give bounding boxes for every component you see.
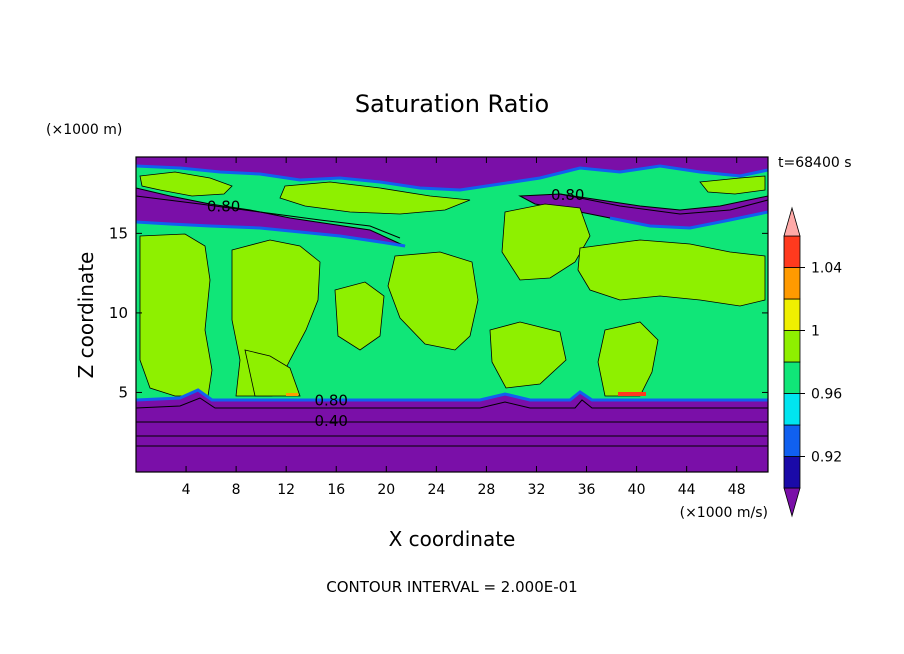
mid-moist-patch-7 bbox=[489, 321, 567, 389]
mid-moist-patch-9 bbox=[244, 349, 301, 397]
contour-label: 0.80 bbox=[315, 391, 348, 409]
x-tick-label: 12 bbox=[277, 482, 295, 498]
colorbar-label: 1 bbox=[811, 324, 820, 340]
supersat-spot-1 bbox=[286, 393, 298, 396]
plot-area: 0.80 0.40 0.80 0.80 bbox=[136, 157, 768, 472]
colorbar-bin bbox=[783, 330, 801, 363]
upper-moist-patch-1 bbox=[139, 171, 233, 197]
mid-moist-patch-8 bbox=[597, 321, 659, 397]
x-tick-label: 16 bbox=[327, 482, 345, 498]
lower-dry-edge bbox=[136, 388, 768, 402]
lower-dry-layer bbox=[136, 390, 768, 472]
colorbar-bin bbox=[783, 424, 801, 457]
x-unit-label: (×1000 m/s) bbox=[680, 505, 768, 521]
contour-label: 0.80 bbox=[207, 197, 240, 215]
top-dry-layer bbox=[136, 157, 768, 190]
dry-band-edge bbox=[136, 220, 406, 248]
colorbar-bin-over bbox=[783, 206, 801, 237]
colorbar-bin bbox=[783, 393, 801, 426]
contour-label: 0.40 bbox=[315, 412, 348, 430]
dry-band-right bbox=[518, 193, 768, 229]
upper-moist-patch-3 bbox=[699, 175, 766, 195]
colorbar-label: 0.92 bbox=[811, 450, 842, 466]
mid-moist-patch-4 bbox=[501, 203, 591, 281]
supersat-spot-2 bbox=[618, 392, 646, 396]
mid-moist-patch-5 bbox=[577, 239, 766, 307]
chart-title: Saturation Ratio bbox=[355, 90, 549, 118]
colorbar-bin bbox=[783, 361, 801, 394]
x-tick-label: 8 bbox=[232, 482, 241, 498]
y-axis-label: Z coordinate bbox=[74, 252, 98, 379]
y-tick-label: 15 bbox=[109, 224, 128, 242]
x-tick-label: 48 bbox=[728, 482, 746, 498]
x-tick-label: 36 bbox=[578, 482, 596, 498]
contour-interval-footer: CONTOUR INTERVAL = 2.000E-01 bbox=[326, 578, 577, 596]
x-tick-label: 40 bbox=[628, 482, 646, 498]
x-tick-label: 24 bbox=[427, 482, 445, 498]
y-tick-label: 5 bbox=[118, 383, 128, 401]
x-tick-label: 4 bbox=[182, 482, 191, 498]
contour-label: 0.80 bbox=[551, 186, 584, 204]
y-unit-label: (×1000 m) bbox=[46, 122, 122, 138]
x-tick-label: 32 bbox=[528, 482, 546, 498]
x-tick-label: 20 bbox=[377, 482, 395, 498]
colorbar-bin-under bbox=[783, 487, 801, 518]
colorbar: 0.92 0.96 1 1.04 bbox=[783, 206, 842, 518]
contour-line bbox=[136, 195, 401, 239]
colorbar-label: 1.04 bbox=[811, 261, 842, 277]
contour-line bbox=[559, 193, 768, 215]
colorbar-bin bbox=[783, 267, 801, 300]
plot-frame bbox=[135, 156, 769, 473]
mid-moist-patch-1 bbox=[139, 233, 213, 397]
colorbar-bin bbox=[783, 456, 801, 489]
time-label: t=68400 s bbox=[778, 155, 852, 171]
contour-line bbox=[136, 397, 768, 409]
colorbar-bin bbox=[783, 235, 801, 268]
x-axis-label: X coordinate bbox=[389, 527, 516, 551]
top-dry-edge bbox=[136, 164, 768, 192]
colorbar-bin bbox=[783, 298, 801, 331]
y-tick-label: 10 bbox=[109, 304, 128, 322]
colorbar-label: 0.96 bbox=[811, 387, 842, 403]
mid-moist-patch-3 bbox=[387, 251, 479, 351]
x-tick-label: 44 bbox=[678, 482, 696, 498]
upper-moist-patch-2 bbox=[279, 181, 471, 215]
x-tick-label: 28 bbox=[478, 482, 496, 498]
dry-band-right-edge bbox=[609, 210, 768, 230]
mid-moist-patch-6 bbox=[334, 281, 385, 351]
